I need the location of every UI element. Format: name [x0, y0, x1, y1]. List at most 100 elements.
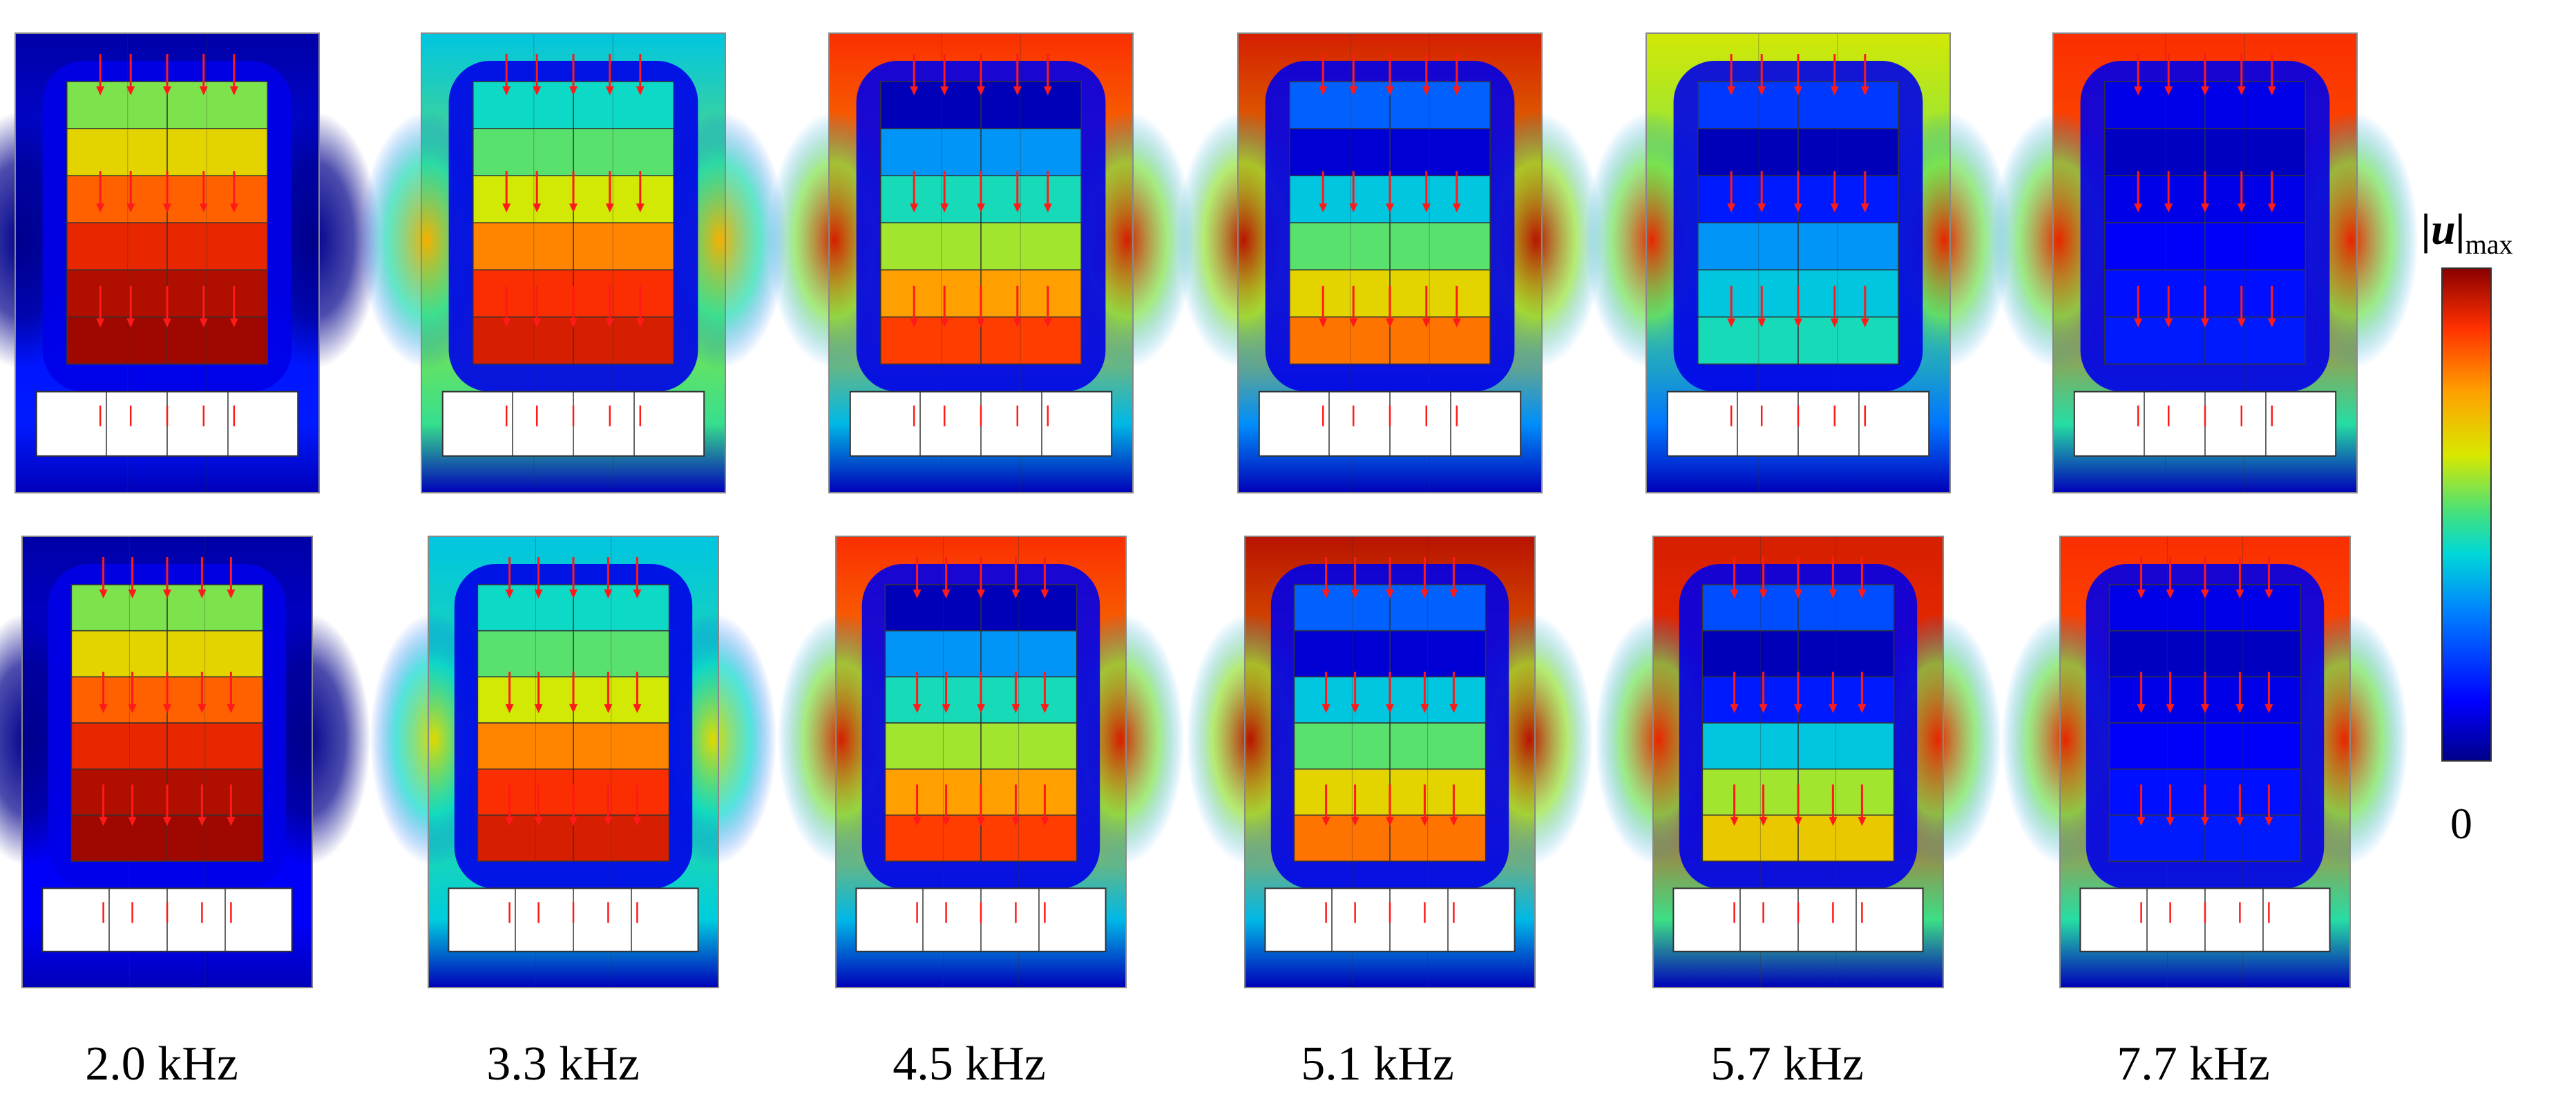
arrow-head [1860, 318, 1869, 328]
arrow-head [977, 203, 985, 213]
arrow-head [163, 203, 171, 213]
arrow-head [1322, 817, 1330, 827]
arrow-head [1319, 318, 1328, 328]
colorbar-title: |u|max [2421, 207, 2513, 258]
arrow-head [1040, 590, 1049, 599]
arrow-head [533, 203, 542, 213]
arrow-head [942, 817, 951, 827]
arrow-head [505, 817, 514, 827]
arrow-head [1386, 704, 1394, 713]
panel-outline [828, 32, 1134, 493]
arrow-head [2201, 817, 2209, 827]
arrow-head [1449, 590, 1458, 599]
arrow-head [977, 704, 985, 713]
arrow-head [604, 704, 613, 713]
arrow-head [1322, 590, 1330, 599]
arrow-head [1043, 203, 1052, 213]
arrow-head [2201, 704, 2209, 713]
arrow-head [1794, 817, 1802, 827]
arrow-head [2134, 203, 2143, 213]
arrow-head [2264, 817, 2273, 827]
panel-outline [428, 536, 719, 988]
arrow-head [96, 318, 105, 328]
arrow-head [534, 817, 543, 827]
arrow-head [604, 590, 613, 599]
arrow-head [569, 86, 578, 95]
arrow-head [533, 86, 542, 95]
arrow-head [1422, 318, 1431, 328]
arrow-head [977, 817, 985, 827]
arrow-head [502, 86, 511, 95]
arrow-head [569, 817, 578, 827]
arrow-head [533, 318, 542, 328]
arrow-head [99, 817, 108, 827]
arrow-head [1830, 203, 1839, 213]
arrow-head [1422, 86, 1431, 95]
mode-panel-51-top [1176, 32, 1603, 493]
arrow-head [2235, 590, 2244, 599]
arrow-head [1794, 318, 1802, 328]
arrow-head [977, 86, 985, 95]
arrow-head [1452, 203, 1461, 213]
arrow-head [913, 817, 922, 827]
arrow-head [913, 590, 922, 599]
panel-outline [2059, 536, 2351, 988]
arrow-head [2267, 318, 2276, 328]
freq-label-2: 3.3 kHz [486, 1037, 640, 1091]
arrow-head [128, 590, 137, 599]
arrow-head [636, 203, 645, 213]
arrow-head [2267, 86, 2276, 95]
arrow-head [2134, 318, 2143, 328]
arrow-head [229, 86, 238, 95]
arrow-head [2201, 203, 2209, 213]
arrow-head [229, 203, 238, 213]
arrow-head [227, 704, 236, 713]
arrow-head [1727, 318, 1736, 328]
arrow-head [2264, 590, 2273, 599]
arrow-head [1759, 817, 1768, 827]
arrow-head [1011, 590, 1020, 599]
arrow-head [1386, 86, 1394, 95]
arrow-head [1730, 817, 1739, 827]
arrow-head [2166, 704, 2175, 713]
arrow-head [1349, 86, 1358, 95]
arrow-head [2237, 318, 2246, 328]
arrow-head [198, 590, 207, 599]
arrow-head [633, 590, 642, 599]
arrow-head [96, 86, 105, 95]
arrow-head [1386, 203, 1394, 213]
freq-label-5: 5.7 kHz [1710, 1037, 1864, 1091]
arrow-head [163, 704, 171, 713]
arrow-head [569, 590, 578, 599]
colorbar-min-label: 0 [2450, 799, 2472, 848]
arrow-head [1013, 203, 1022, 213]
arrow-head [977, 590, 985, 599]
arrow-head [126, 203, 135, 213]
arrow-head [1794, 86, 1802, 95]
arrow-head [502, 318, 511, 328]
arrow-head [2235, 704, 2244, 713]
arrow-head [2237, 86, 2246, 95]
arrow-head [636, 318, 645, 328]
arrow-head [2134, 86, 2143, 95]
arrow-head [2267, 203, 2276, 213]
arrow-head [1860, 203, 1869, 213]
arrow-head [605, 86, 614, 95]
arrow-head [2164, 203, 2173, 213]
arrow-head [605, 203, 614, 213]
arrow-head [910, 318, 919, 328]
arrow-head [1011, 817, 1020, 827]
arrow-head [1349, 203, 1358, 213]
arrow-head [1013, 86, 1022, 95]
arrow-head [942, 704, 951, 713]
arrow-head [633, 817, 642, 827]
arrow-head [940, 318, 949, 328]
mode-panels [0, 32, 2418, 988]
arrow-head [1858, 704, 1867, 713]
arrow-head [502, 203, 511, 213]
arrow-head [505, 704, 514, 713]
arrow-head [1452, 86, 1461, 95]
panel-outline [835, 536, 1127, 988]
arrow-head [910, 86, 919, 95]
